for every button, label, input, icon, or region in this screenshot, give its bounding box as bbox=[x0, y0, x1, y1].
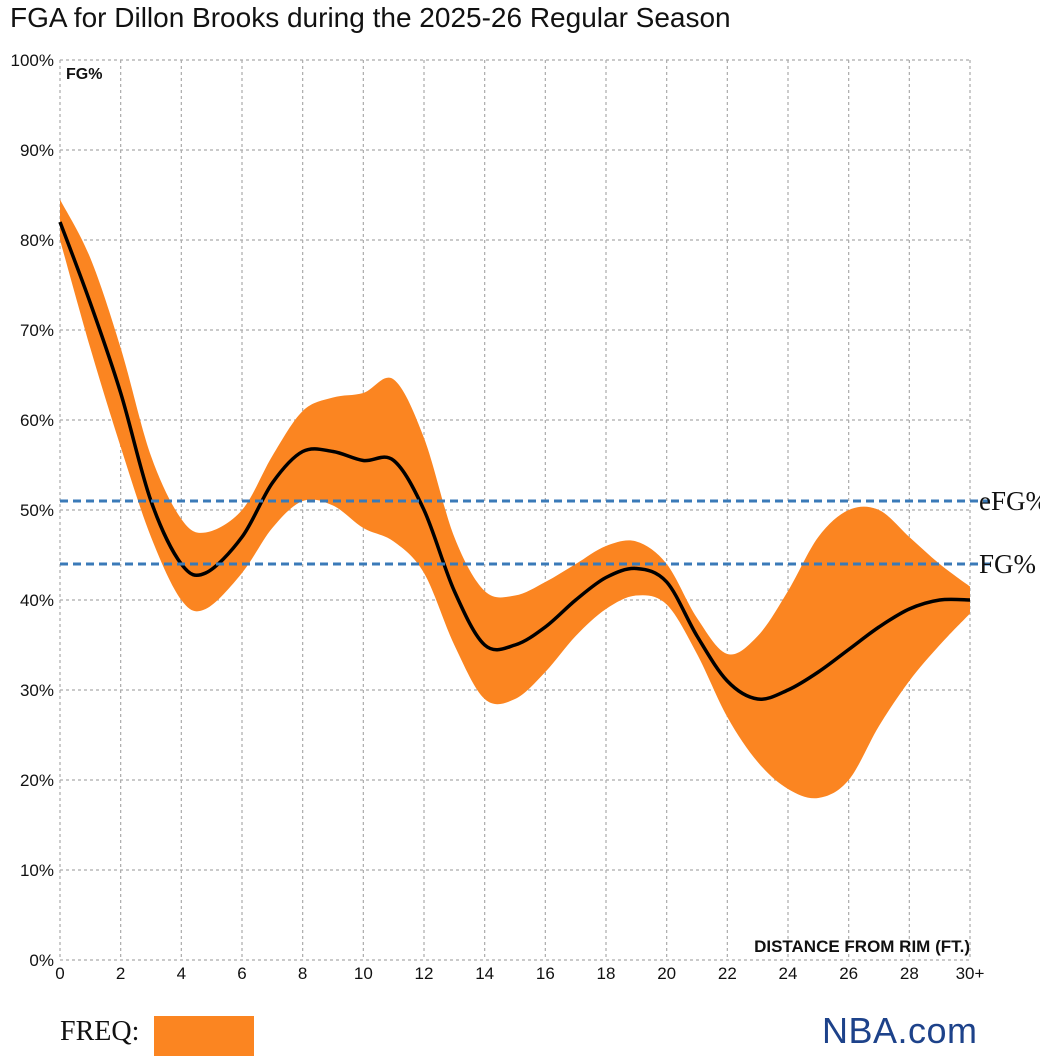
x-tick-label: 12 bbox=[415, 964, 434, 983]
y-tick-label: 10% bbox=[20, 861, 54, 880]
x-tick-label: 2 bbox=[116, 964, 125, 983]
shot-distance-chart: eFG%FG% 0%10%20%30%40%50%60%70%80%90%100… bbox=[11, 51, 1040, 983]
chart-title: FGA for Dillon Brooks during the 2025-26… bbox=[10, 2, 731, 33]
fg-pct-line bbox=[58, 221, 971, 701]
x-tick-label: 14 bbox=[475, 964, 494, 983]
nba-logo-text: NBA.com bbox=[822, 1010, 978, 1051]
x-tick-label: 24 bbox=[779, 964, 798, 983]
reference-line-label: FG% bbox=[979, 549, 1036, 579]
y-axis-label: FG% bbox=[66, 66, 102, 83]
x-tick-label: 20 bbox=[657, 964, 676, 983]
y-tick-label: 70% bbox=[20, 321, 54, 340]
y-tick-label: 40% bbox=[20, 591, 54, 610]
reference-line-label: eFG% bbox=[979, 486, 1040, 516]
fg-line-layer bbox=[58, 221, 971, 701]
grid bbox=[59, 59, 971, 961]
y-tick-label: 20% bbox=[20, 771, 54, 790]
x-tick-label: 0 bbox=[55, 964, 64, 983]
y-tick-label: 30% bbox=[20, 681, 54, 700]
y-tick-label: 80% bbox=[20, 231, 54, 250]
x-axis-label: DISTANCE FROM RIM (FT.) bbox=[754, 937, 970, 956]
y-tick-label: 0% bbox=[29, 951, 54, 970]
y-tick-label: 60% bbox=[20, 411, 54, 430]
y-axis-ticks: 0% 10% 20% 30% 40% 50% 60% 70% 80% 90% 100% bbox=[11, 51, 54, 970]
x-tick-label: 4 bbox=[177, 964, 186, 983]
legend-freq-swatch bbox=[154, 1016, 254, 1056]
x-tick-label: 18 bbox=[597, 964, 616, 983]
x-tick-label: 22 bbox=[718, 964, 737, 983]
x-axis-ticks: 0 2 4 6 8 10 12 14 16 18 20 22 24 26 28 30+ bbox=[55, 964, 984, 983]
x-tick-label: 16 bbox=[536, 964, 555, 983]
frequency-band-layer bbox=[60, 199, 970, 799]
x-tick-label: 6 bbox=[237, 964, 246, 983]
x-tick-label: 10 bbox=[354, 964, 373, 983]
y-tick-label: 50% bbox=[20, 501, 54, 520]
y-tick-label: 90% bbox=[20, 141, 54, 160]
x-tick-label: 30+ bbox=[956, 964, 985, 983]
frequency-band bbox=[60, 199, 970, 799]
legend-freq-label: FREQ: bbox=[60, 1016, 140, 1047]
x-tick-label: 28 bbox=[900, 964, 919, 983]
x-tick-label: 8 bbox=[298, 964, 307, 983]
y-tick-label: 100% bbox=[11, 51, 54, 70]
reference-lines: eFG% FG% bbox=[60, 486, 1040, 579]
x-tick-label: 26 bbox=[839, 964, 858, 983]
